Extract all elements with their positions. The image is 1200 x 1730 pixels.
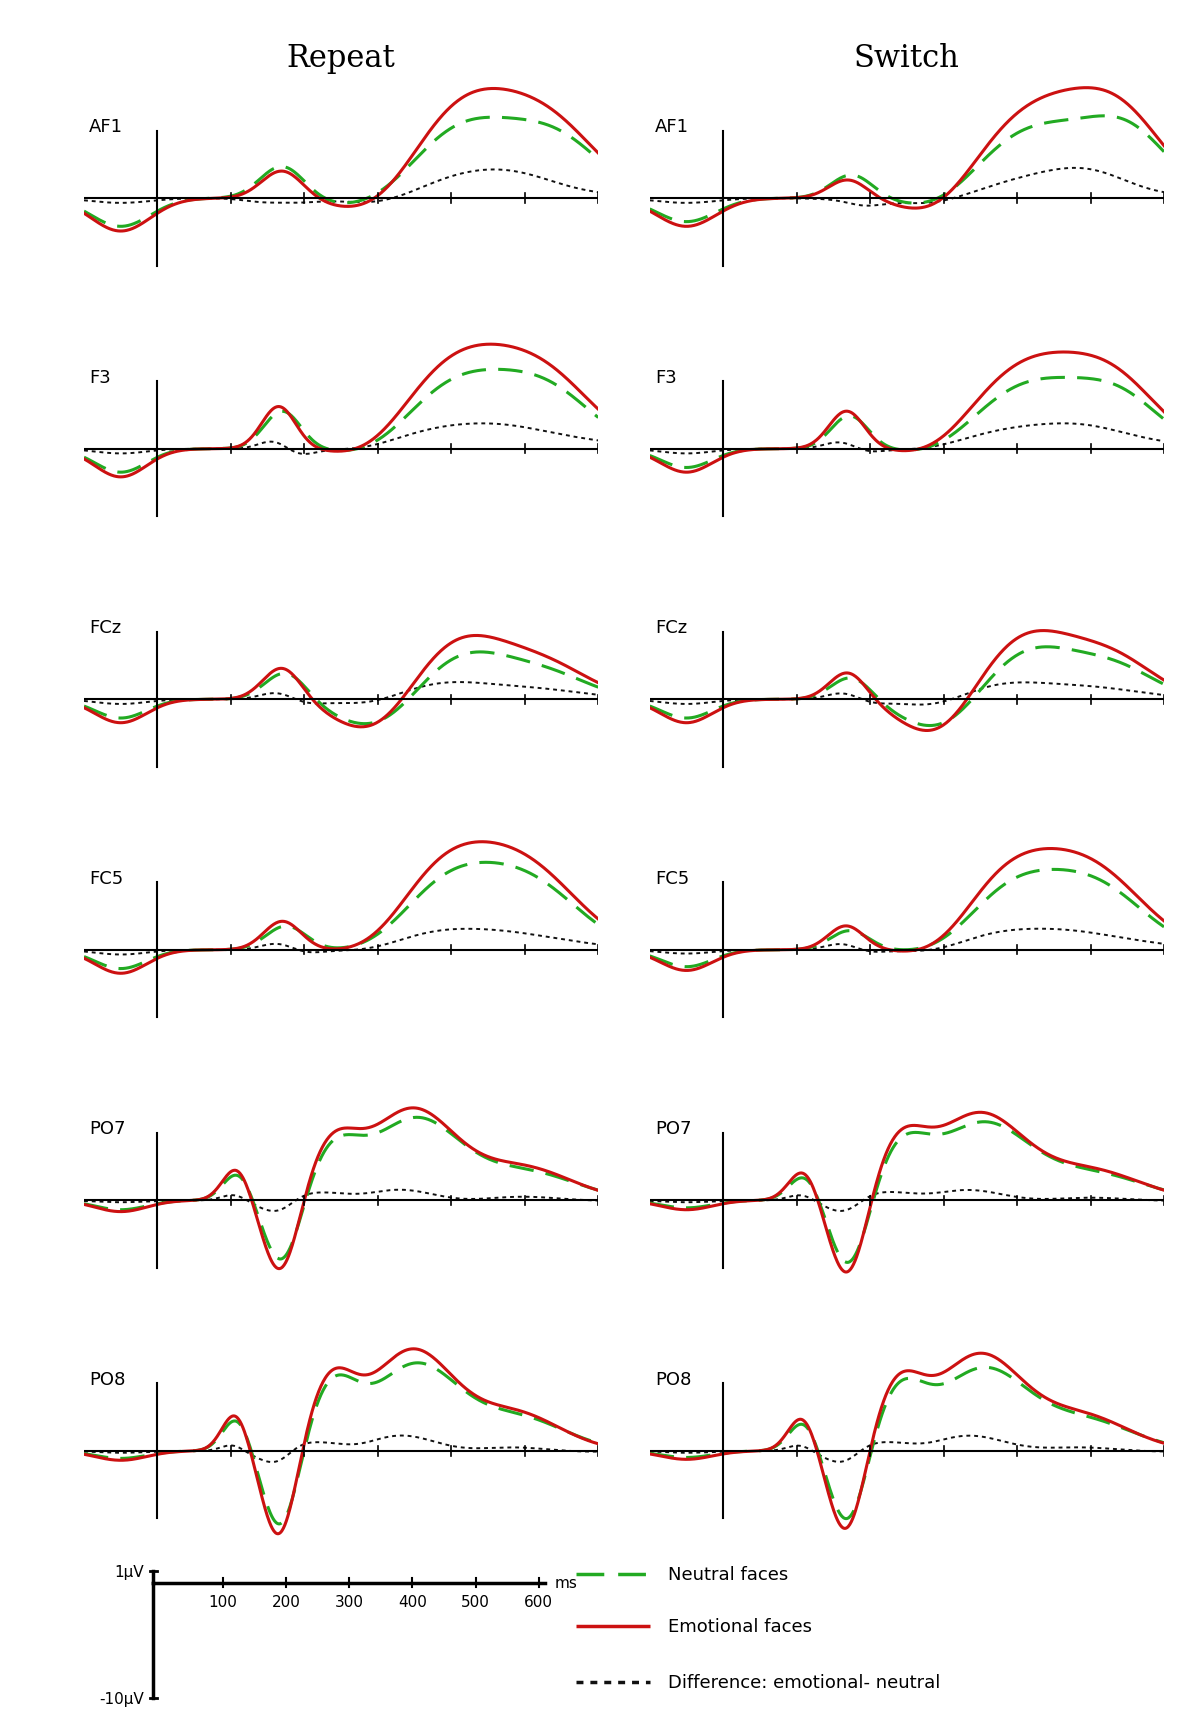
Text: -10μV: -10μV bbox=[100, 1690, 144, 1706]
Text: FCz: FCz bbox=[89, 619, 121, 637]
Text: 300: 300 bbox=[335, 1595, 364, 1609]
Text: F3: F3 bbox=[89, 368, 110, 386]
Text: PO8: PO8 bbox=[89, 1370, 126, 1387]
Title: Repeat: Repeat bbox=[287, 43, 396, 74]
Text: 600: 600 bbox=[524, 1595, 553, 1609]
Text: AF1: AF1 bbox=[89, 118, 124, 137]
Text: AF1: AF1 bbox=[655, 118, 689, 137]
Text: 500: 500 bbox=[461, 1595, 490, 1609]
Text: Neutral faces: Neutral faces bbox=[668, 1566, 788, 1583]
Text: PO7: PO7 bbox=[89, 1119, 126, 1138]
Text: 100: 100 bbox=[209, 1595, 238, 1609]
Text: Emotional faces: Emotional faces bbox=[668, 1618, 812, 1635]
Text: 1μV: 1μV bbox=[114, 1564, 144, 1579]
Text: FC5: FC5 bbox=[655, 868, 689, 887]
Text: PO8: PO8 bbox=[655, 1370, 691, 1387]
Text: ms: ms bbox=[554, 1576, 577, 1590]
Text: F3: F3 bbox=[655, 368, 677, 386]
Text: FCz: FCz bbox=[655, 619, 686, 637]
Title: Switch: Switch bbox=[854, 43, 960, 74]
Text: FC5: FC5 bbox=[89, 868, 124, 887]
Text: 200: 200 bbox=[271, 1595, 300, 1609]
Text: Difference: emotional- neutral: Difference: emotional- neutral bbox=[668, 1673, 941, 1690]
Text: PO7: PO7 bbox=[655, 1119, 691, 1138]
Text: 400: 400 bbox=[398, 1595, 427, 1609]
